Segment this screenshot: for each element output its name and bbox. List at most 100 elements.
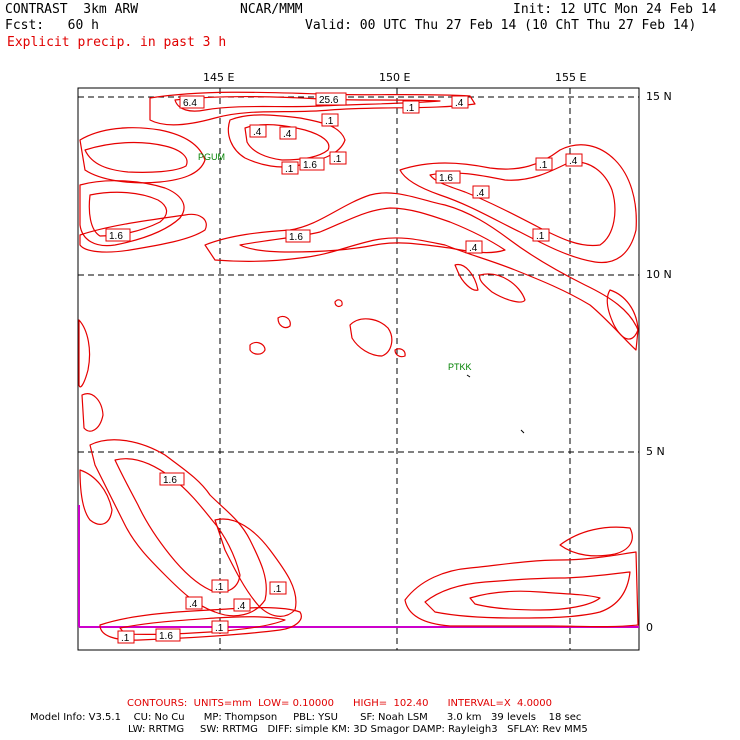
svg-text:1.6: 1.6 bbox=[159, 631, 173, 642]
contour-southeast-2 bbox=[424, 571, 631, 619]
svg-text:.1: .1 bbox=[215, 623, 224, 634]
contour-cell-3 bbox=[349, 318, 393, 357]
contour-cell-4 bbox=[394, 348, 406, 358]
contour-west-band bbox=[79, 213, 207, 253]
contour-label: .4 bbox=[472, 185, 490, 199]
contour-label: .1 bbox=[535, 157, 553, 171]
svg-text:.4: .4 bbox=[189, 599, 198, 610]
contour-west-edge-2 bbox=[81, 393, 104, 432]
svg-text:.4: .4 bbox=[569, 156, 578, 167]
contour-label: 1.6 bbox=[285, 229, 311, 243]
svg-text:.1: .1 bbox=[536, 231, 545, 242]
contour-south-west-3 bbox=[79, 469, 113, 525]
svg-text:.1: .1 bbox=[333, 154, 342, 165]
contour-labels: 6.4 25.6 .1 .4 .4 .4 .1 .1 1.6 .1 .1 .4 … bbox=[105, 92, 583, 644]
contour-east-edge bbox=[606, 289, 639, 340]
contour-cell-2 bbox=[277, 315, 291, 329]
svg-text:.1: .1 bbox=[406, 103, 415, 114]
lat-label-5: 5 N bbox=[646, 445, 665, 458]
contour-west-cluster-2 bbox=[84, 141, 188, 173]
svg-text:.4: .4 bbox=[455, 98, 464, 109]
svg-text:.4: .4 bbox=[237, 601, 246, 612]
contour-west-cluster-4 bbox=[88, 191, 168, 237]
contour-label: .1 bbox=[269, 581, 287, 595]
contour-label: 1.6 bbox=[159, 472, 185, 486]
contour-label: 1.6 bbox=[105, 228, 131, 242]
svg-text:.4: .4 bbox=[253, 127, 262, 138]
svg-text:25.6: 25.6 bbox=[319, 95, 339, 106]
lon-label-155: 155 E bbox=[555, 71, 587, 84]
contour-label: .1 bbox=[329, 151, 347, 165]
contour-southeast-1 bbox=[404, 551, 639, 628]
contour-label: 1.6 bbox=[155, 628, 181, 642]
lat-label-10: 10 N bbox=[646, 268, 672, 281]
svg-text:1.6: 1.6 bbox=[289, 232, 303, 243]
lat-lon-grid bbox=[78, 88, 639, 650]
lat-label-0: 0 bbox=[646, 621, 653, 634]
contour-label: 1.6 bbox=[435, 170, 461, 184]
model-info: Model Info: V3.5.1 CU: No Cu MP: Thompso… bbox=[30, 712, 582, 723]
svg-text:6.4: 6.4 bbox=[183, 98, 197, 109]
svg-text:.1: .1 bbox=[273, 584, 282, 595]
svg-text:.4: .4 bbox=[283, 129, 292, 140]
lon-label-145: 145 E bbox=[203, 71, 235, 84]
contour-label: .4 bbox=[451, 95, 469, 109]
svg-text:.1: .1 bbox=[539, 160, 548, 171]
svg-text:.4: .4 bbox=[476, 188, 485, 199]
contour-label: .1 bbox=[321, 113, 339, 127]
org-label: NCAR/MMM bbox=[240, 2, 303, 17]
model-info-line2: LW: RRTMG SW: RRTMG DIFF: simple KM: 3D … bbox=[128, 724, 588, 735]
model-title: CONTRAST 3km ARW bbox=[5, 2, 139, 17]
contour-east-streaks-2 bbox=[454, 264, 479, 291]
contour-southeast-3 bbox=[469, 590, 601, 611]
contour-label: .1 bbox=[117, 630, 135, 644]
contour-west-cluster-3 bbox=[79, 180, 185, 247]
contour-label: 1.6 bbox=[299, 157, 325, 171]
svg-text:.1: .1 bbox=[285, 164, 294, 175]
contour-west-edge-1 bbox=[78, 319, 91, 388]
contour-label: .4 bbox=[249, 124, 267, 138]
lat-label-15: 15 N bbox=[646, 90, 672, 103]
map-frame bbox=[77, 87, 640, 651]
contour-northeast-cluster bbox=[399, 144, 637, 264]
contour-south-mid bbox=[214, 518, 297, 617]
contour-central-band bbox=[204, 192, 639, 351]
svg-text:.4: .4 bbox=[469, 243, 478, 254]
svg-text:.1: .1 bbox=[215, 582, 224, 593]
field-title: Explicit precip. in past 3 h bbox=[7, 35, 227, 50]
contour-west-cluster-1 bbox=[79, 127, 206, 184]
contour-south-low bbox=[99, 607, 302, 641]
contour-label: .4 bbox=[233, 598, 251, 612]
svg-text:1.6: 1.6 bbox=[109, 231, 123, 242]
svg-text:.1: .1 bbox=[325, 116, 334, 127]
contour-cell-5 bbox=[334, 299, 343, 308]
contour-label: .1 bbox=[281, 161, 299, 175]
contour-label: .1 bbox=[211, 620, 229, 634]
contour-label: .1 bbox=[532, 228, 550, 242]
contour-label: .1 bbox=[211, 579, 229, 593]
contour-central-band-inner bbox=[239, 207, 506, 254]
contour-label: 25.6 bbox=[315, 92, 347, 106]
svg-text:1.6: 1.6 bbox=[303, 160, 317, 171]
lon-label-150: 150 E bbox=[379, 71, 411, 84]
forecast-hour: Fcst: 60 h bbox=[5, 18, 99, 33]
island-marker bbox=[466, 374, 471, 378]
contour-info: CONTOURS: UNITS=mm LOW= 0.10000 HIGH= 10… bbox=[127, 698, 553, 709]
svg-text:1.6: 1.6 bbox=[439, 173, 453, 184]
stations: PGUM PTKK bbox=[198, 152, 472, 372]
svg-text:1.6: 1.6 bbox=[163, 475, 177, 486]
contour-southeast-4 bbox=[559, 526, 633, 557]
island-marker bbox=[520, 429, 525, 434]
contour-label: .4 bbox=[565, 153, 583, 167]
init-time: Init: 12 UTC Mon 24 Feb 14 bbox=[513, 2, 717, 17]
contour-south-west-1 bbox=[89, 439, 267, 617]
station-ptkk: PTKK bbox=[448, 362, 472, 372]
contour-label: 6.4 bbox=[179, 95, 205, 109]
contour-band-north-inner bbox=[174, 95, 441, 112]
valid-time: Valid: 00 UTC Thu 27 Feb 14 (10 ChT Thu … bbox=[305, 18, 697, 33]
contour-cell-1 bbox=[249, 341, 266, 355]
contour-label: .1 bbox=[402, 100, 420, 114]
contour-band-north bbox=[149, 91, 476, 126]
contour-label: .4 bbox=[279, 126, 297, 140]
